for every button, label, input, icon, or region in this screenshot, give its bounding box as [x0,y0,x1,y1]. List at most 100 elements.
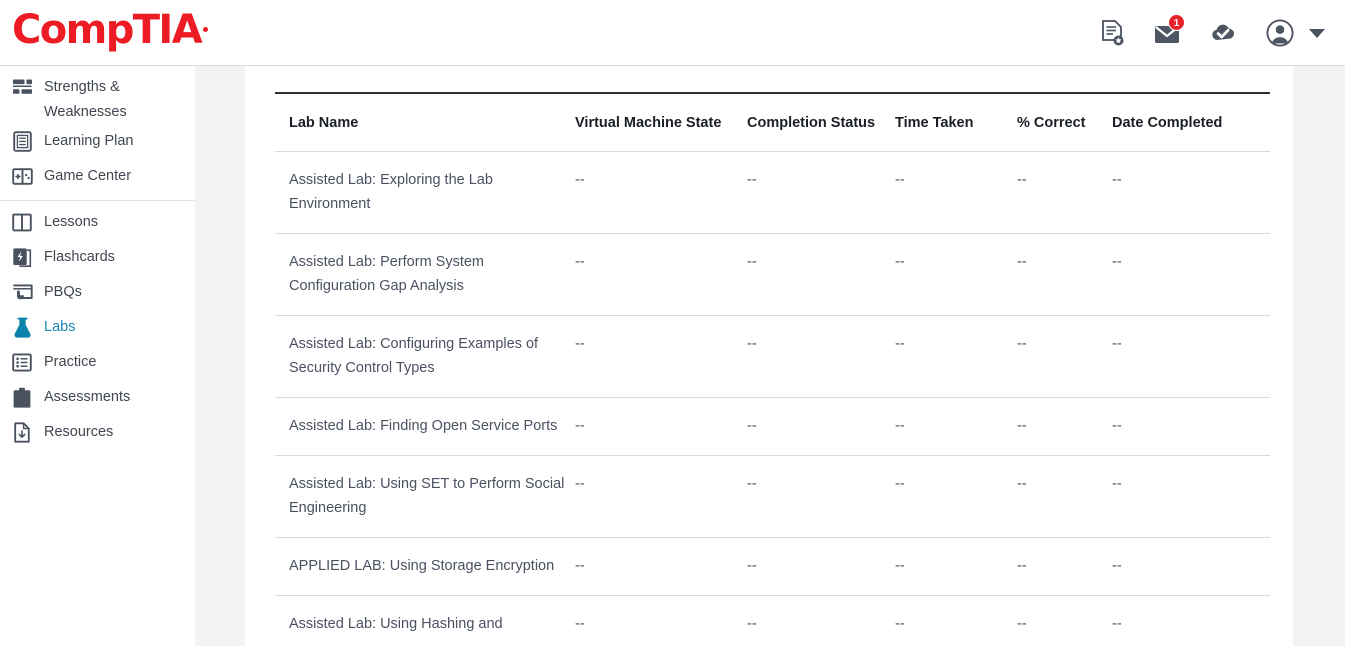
column-header-vm-state[interactable]: Virtual Machine State [575,92,747,152]
labs-table: Lab Name Virtual Machine State Completio… [275,92,1270,646]
labs-table-body: Assisted Lab: Exploring the Lab Environm… [275,151,1270,646]
cell-date-completed: -- [1112,537,1270,596]
labs-table-head: Lab Name Virtual Machine State Completio… [275,92,1270,152]
cloud-check-icon[interactable] [1207,14,1241,52]
cell-time-taken: -- [895,315,1017,398]
file-download-icon [8,415,36,449]
sidebar-item-label: Assessments [44,389,131,405]
cell-time-taken: -- [895,616,905,632]
cell-time-taken: -- [895,233,1017,316]
chevron-down-icon[interactable] [1309,28,1325,38]
sidebar-item-label: Lessons [44,214,99,230]
sidebar-item-practice[interactable]: Practice [0,345,195,380]
sidebar-item-game-center[interactable]: Game Center [0,159,195,194]
user-avatar-icon[interactable] [1263,14,1297,52]
list-check-icon [8,345,36,379]
right-gutter [1293,66,1345,646]
table-row[interactable]: Assisted Lab: Configuring Examples of Se… [275,315,1270,398]
cell-vm-state: -- [575,537,747,596]
clipboard-list-icon [8,124,36,158]
cell-time-taken: -- [895,537,1017,596]
cell-completion: -- [747,151,895,234]
table-row[interactable]: Assisted Lab: Perform System Configurati… [275,233,1270,316]
cell-completion: -- [747,616,757,632]
column-header-percent-correct[interactable]: % Correct [1017,92,1112,152]
sidebar-item-flashcards[interactable]: Flashcards [0,240,195,275]
mail-badge-count: 1 [1168,14,1185,31]
cell-completion: -- [747,537,895,596]
top-header: CompTIA 1 [0,0,1345,66]
cell-percent-correct: -- [1017,397,1112,456]
cell-time-taken: -- [895,455,1017,538]
comptia-logo[interactable]: CompTIA [12,7,209,53]
sidebar-divider [0,200,195,201]
cell-lab-name[interactable]: Assisted Lab: Exploring the Lab Environm… [275,151,575,234]
cell-percent-correct: -- [1017,455,1112,538]
cell-completion: -- [747,455,895,538]
sidebar-item-resources[interactable]: Resources [0,415,195,450]
column-header-completion[interactable]: Completion Status [747,92,895,152]
sidebar-item-strengths-weaknesses[interactable]: Strengths & Weaknesses [0,70,195,124]
cell-lab-name[interactable]: Assisted Lab: Perform System Configurati… [275,233,575,316]
mail-icon[interactable]: 1 [1151,14,1185,52]
cell-vm-state: -- [575,397,747,456]
sidebar-item-label: Flashcards [44,249,115,265]
sidebar-item-label: Strengths & Weaknesses [44,79,127,120]
table-header-row: Lab Name Virtual Machine State Completio… [275,92,1270,152]
cell-vm-state: -- [575,151,747,234]
column-header-time-taken[interactable]: Time Taken [895,92,1017,152]
sidebar-item-pbqs[interactable]: PBQs [0,275,195,310]
sidebar-item-label: Practice [44,354,97,370]
cell-lab-name[interactable]: Assisted Lab: Using SET to Perform Socia… [275,455,575,538]
sidebar-item-assessments[interactable]: Assessments [0,380,195,415]
clipboard-icon [8,380,36,414]
table-row[interactable]: Assisted Lab: Finding Open Service Ports… [275,397,1270,456]
document-star-icon[interactable] [1095,14,1129,52]
cell-percent-correct: -- [1017,151,1112,234]
cell-date-completed: -- [1112,397,1270,456]
cell-date-completed: -- [1112,455,1270,538]
cell-completion: -- [747,315,895,398]
cell-lab-name[interactable]: Assisted Lab: Configuring Examples of Se… [275,315,575,398]
sidebar-item-label: PBQs [44,284,82,300]
column-header-lab-name[interactable]: Lab Name [275,92,575,152]
logo-registered-dot [203,26,209,32]
sidebar-item-lessons[interactable]: Lessons [0,205,195,240]
cell-date-completed: -- [1112,233,1270,316]
sidebar-item-labs[interactable]: Labs [0,310,195,345]
cell-date-completed: -- [1112,616,1122,632]
cell-lab-name[interactable]: Assisted Lab: Finding Open Service Ports [275,397,575,456]
cell-completion: -- [747,233,895,316]
cell-vm-state: -- [575,616,585,632]
cell-date-completed: -- [1112,315,1270,398]
table-row[interactable]: APPLIED LAB: Using Storage Encryption --… [275,537,1270,596]
cell-time-taken: -- [895,151,1017,234]
cell-percent-correct: -- [1017,315,1112,398]
column-header-date-completed[interactable]: Date Completed [1112,92,1270,152]
sidebar-nav: Strengths & Weaknesses Learning Plan [0,66,195,646]
cell-vm-state: -- [575,315,747,398]
cell-lab-name[interactable]: Assisted Lab: Using Hashing and [289,616,503,632]
logo-text: CompTIA [12,7,203,53]
game-controller-icon [8,159,36,193]
cell-completion: -- [747,397,895,456]
cell-lab-name[interactable]: APPLIED LAB: Using Storage Encryption [275,537,575,596]
content-area: Lab Name Virtual Machine State Completio… [195,66,1345,646]
sidebar-item-learning-plan[interactable]: Learning Plan [0,124,195,159]
table-row[interactable]: Assisted Lab: Using Hashing and -- -- --… [275,596,1270,646]
cell-date-completed: -- [1112,151,1270,234]
cell-percent-correct: -- [1017,616,1027,632]
header-icon-group: 1 [1095,0,1325,66]
sidebar-item-label: Resources [44,424,114,440]
cell-vm-state: -- [575,455,747,538]
pbq-click-icon [8,275,36,309]
table-row[interactable]: Assisted Lab: Exploring the Lab Environm… [275,151,1270,234]
flashcard-icon [8,240,36,274]
table-row[interactable]: Assisted Lab: Using SET to Perform Socia… [275,455,1270,538]
bar-chart-icon [8,70,36,104]
flask-icon [8,310,36,344]
book-open-icon [8,205,36,239]
cell-percent-correct: -- [1017,537,1112,596]
sidebar-item-label: Learning Plan [44,133,134,149]
